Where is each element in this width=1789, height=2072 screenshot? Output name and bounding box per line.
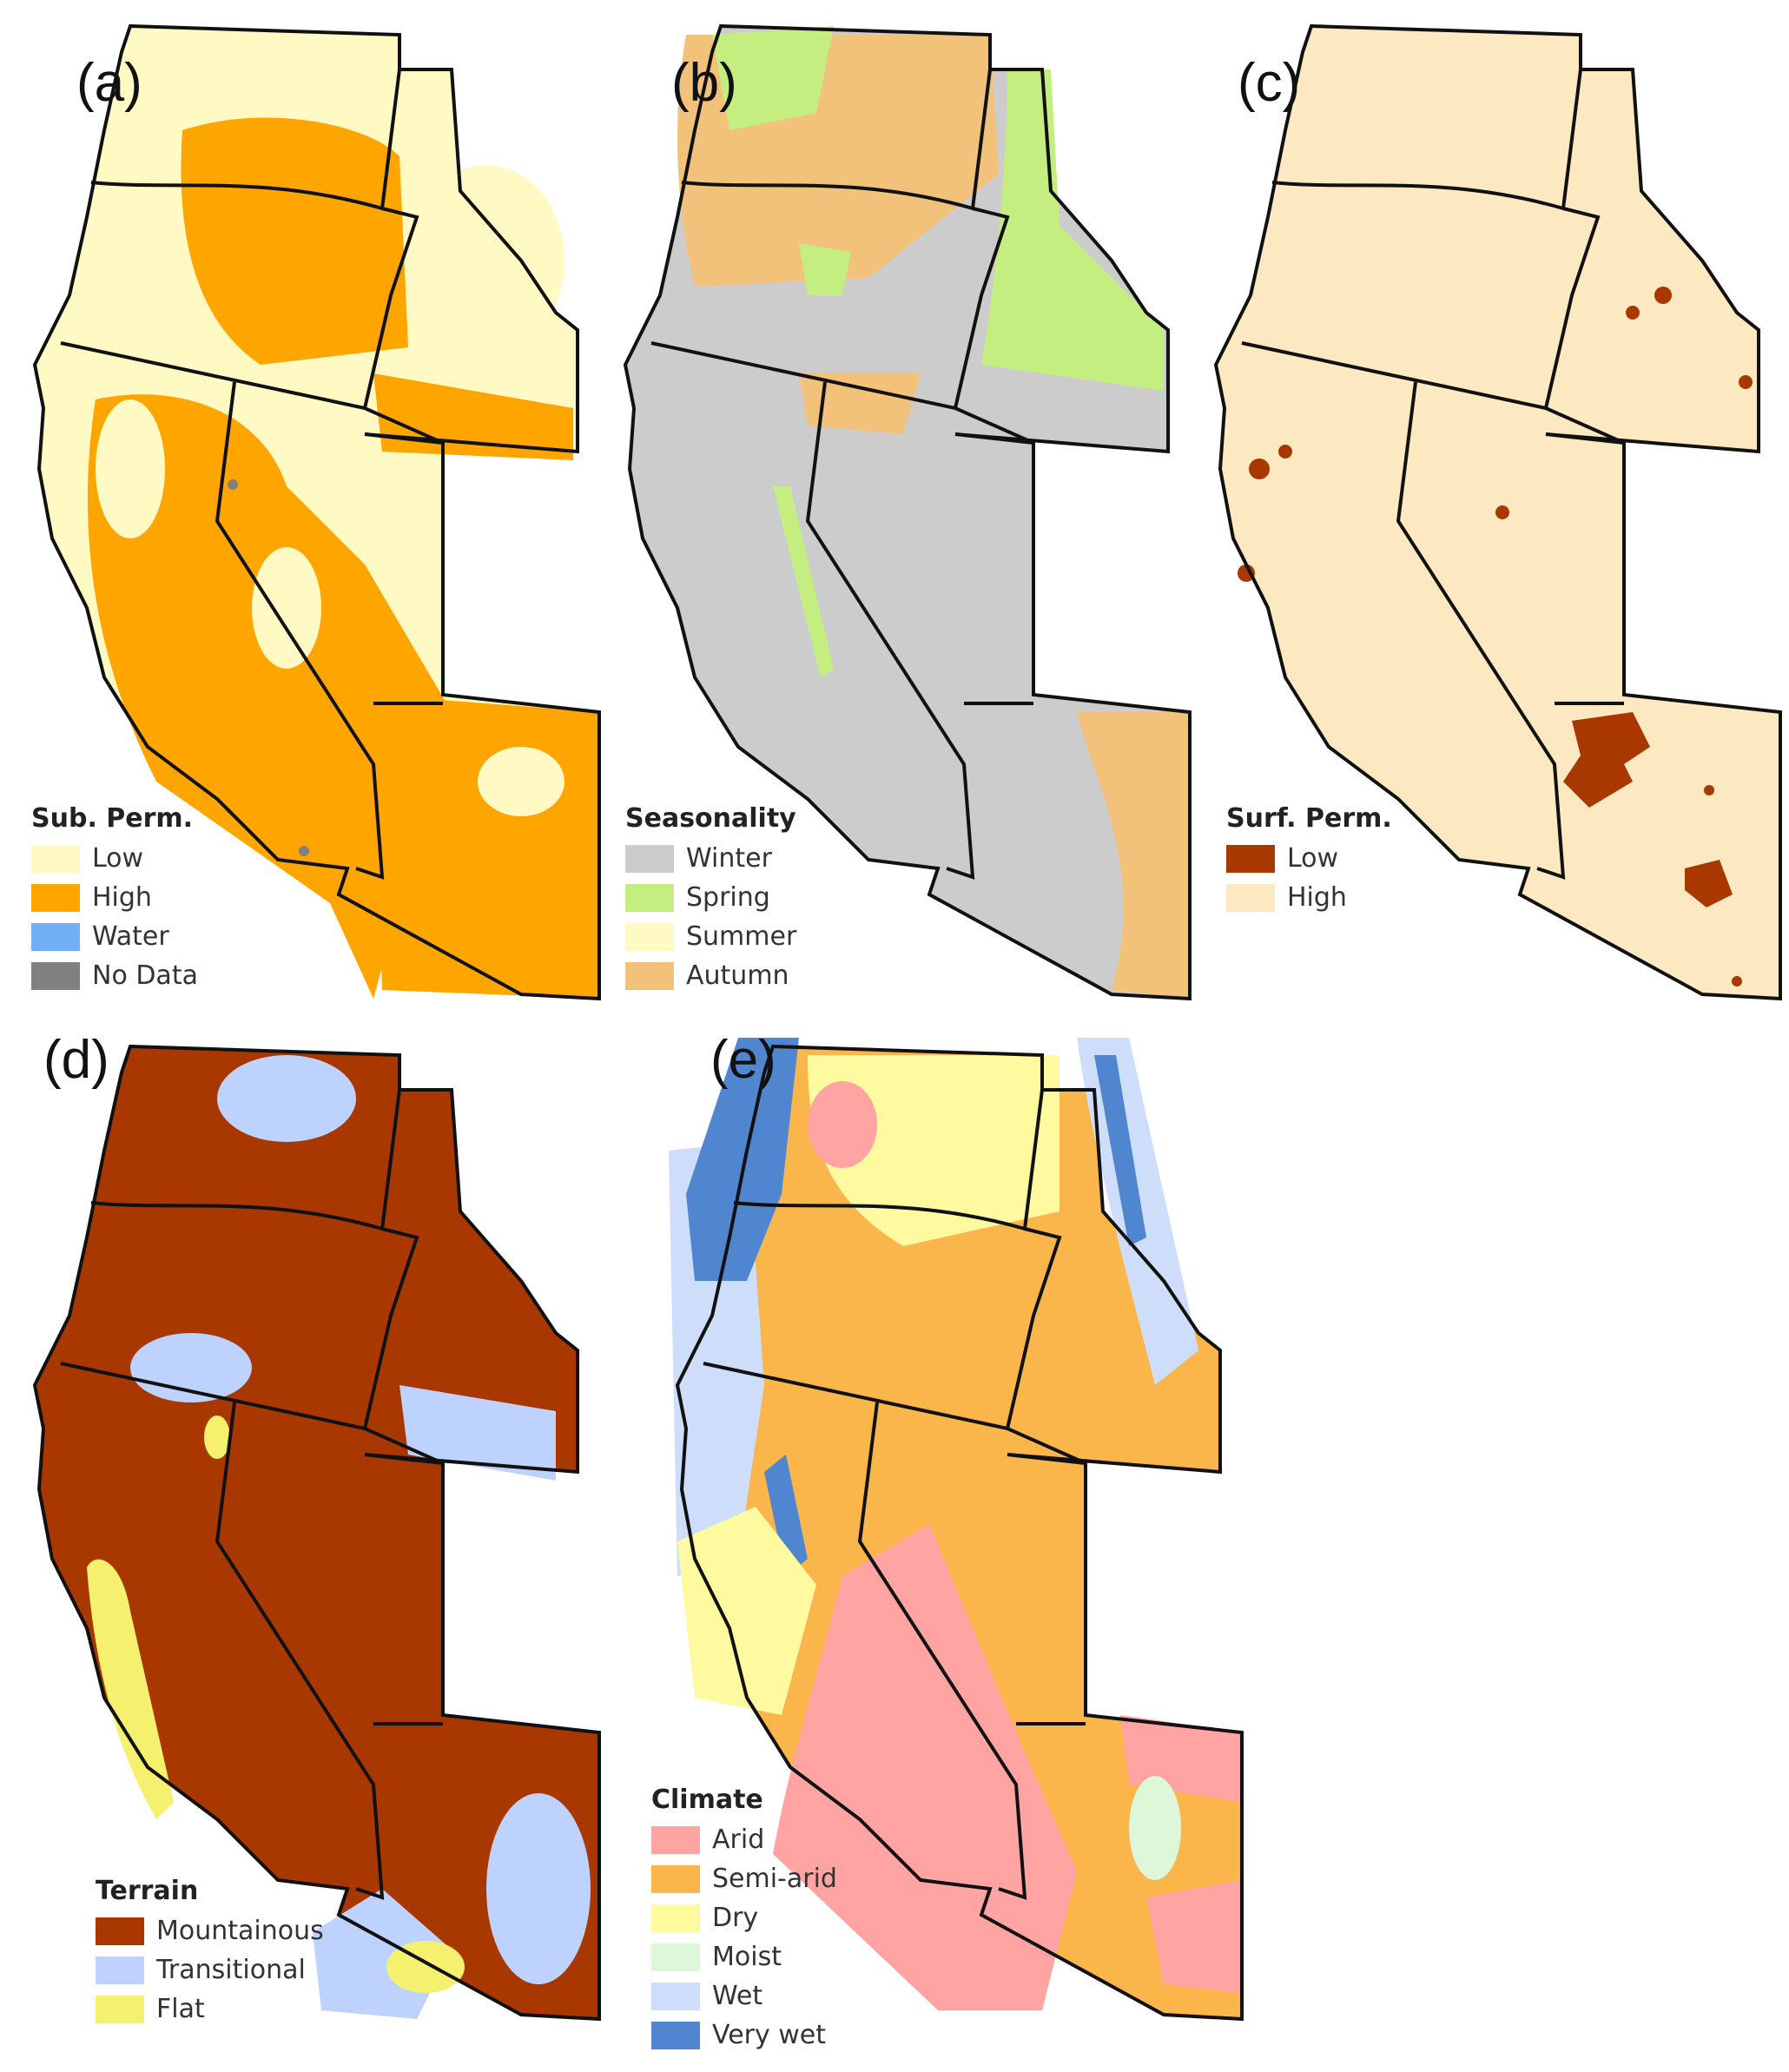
legend-label: High — [1287, 882, 1347, 913]
legend-swatch — [651, 1864, 700, 1893]
legend-item: Mountainous — [96, 1911, 324, 1950]
zones-verywet — [686, 1038, 1146, 1576]
panel-label: (d) — [43, 1030, 109, 1090]
zones-nodata — [228, 479, 309, 856]
legend-swatch — [625, 961, 674, 990]
panel-a: (a) Sub. Perm. Low High Water No Data — [0, 0, 608, 1016]
legend-label: Mountainous — [156, 1916, 324, 1946]
legend-label: Low — [92, 843, 144, 874]
legend-label: Moist — [712, 1942, 782, 1972]
panel-label: (c) — [1238, 53, 1301, 113]
legend: Surf. Perm. Low High — [1226, 803, 1392, 917]
legend-label: Water — [92, 921, 169, 952]
legend-swatch — [96, 1917, 144, 1945]
legend-swatch — [31, 844, 80, 873]
panel-label: (a) — [76, 53, 142, 113]
legend-item: Dry — [651, 1898, 837, 1937]
map-c — [1214, 24, 1782, 1000]
legend-item: Wet — [651, 1976, 837, 2016]
legend-swatch — [31, 922, 80, 951]
legend-swatch — [625, 883, 674, 912]
legend-title: Terrain — [96, 1876, 199, 1906]
legend-swatch — [625, 922, 674, 951]
legend-items: Low High Water No Data — [31, 839, 198, 995]
legend-swatch — [651, 1943, 700, 1971]
panel-c: (c) Surf. Perm. Low High — [1181, 0, 1789, 1016]
legend-swatch — [651, 1982, 700, 2010]
legend-label: Arid — [712, 1825, 765, 1855]
legend-swatch — [31, 961, 80, 990]
legend-item: Winter — [625, 839, 796, 878]
map-a — [33, 24, 601, 1000]
legend-item: Flat — [96, 1990, 324, 2029]
panel-label: (b) — [671, 53, 737, 113]
legend-item: Transitional — [96, 1950, 324, 1990]
legend-label: Dry — [712, 1903, 759, 1933]
legend-label: Winter — [686, 843, 772, 874]
legend-label: Wet — [712, 1981, 763, 2011]
panel-b: (b) Seasonality Winter Spring Summer Autumn — [591, 0, 1198, 1016]
zones-flat — [87, 1415, 465, 1993]
legend-item: Low — [1226, 839, 1392, 878]
legend-label: Flat — [156, 1994, 205, 2024]
legend-swatch — [96, 1995, 144, 2023]
legend-item: Water — [31, 917, 198, 956]
legend-item: Arid — [651, 1820, 837, 1859]
legend-item: Autumn — [625, 956, 796, 995]
legend-item: Summer — [625, 917, 796, 956]
legend-items: Mountainous Transitional Flat — [96, 1911, 324, 2029]
legend-label: Transitional — [156, 1955, 306, 1985]
panel-d: (d) Terrain Mountainous Transitional Flat — [0, 1020, 608, 2071]
legend-swatch — [1226, 883, 1275, 912]
legend-item: Semi-arid — [651, 1859, 837, 1898]
panel-e: (e) Climate Arid Semi-arid Dry Moist Wet Very… — [643, 1020, 1251, 2071]
legend-label: Semi-arid — [712, 1864, 837, 1894]
legend: Seasonality Winter Spring Summer Autumn — [625, 803, 796, 995]
map-b — [624, 24, 1192, 1000]
legend-item: Low — [31, 839, 198, 878]
legend-title: Sub. Perm. — [31, 803, 194, 834]
legend-item: High — [31, 878, 198, 917]
legend-swatch — [31, 883, 80, 912]
legend-label: Autumn — [686, 960, 789, 991]
zones-low — [96, 165, 564, 816]
legend: Climate Arid Semi-arid Dry Moist Wet Very wet — [651, 1785, 837, 2055]
zones-high — [87, 117, 599, 999]
legend-label: No Data — [92, 960, 198, 991]
legend-swatch — [651, 2021, 700, 2049]
legend-swatch — [96, 1956, 144, 1984]
legend-swatch — [625, 844, 674, 873]
legend-swatch — [651, 1825, 700, 1854]
legend-label: High — [92, 882, 152, 913]
legend-swatch — [1226, 844, 1275, 873]
legend-label: Very wet — [712, 2020, 827, 2050]
legend-item: High — [1226, 878, 1392, 917]
legend-swatch — [651, 1904, 700, 1932]
legend: Terrain Mountainous Transitional Flat — [96, 1876, 324, 2029]
legend-item: Spring — [625, 878, 796, 917]
panel-label: (e) — [710, 1030, 776, 1090]
zones-spring — [712, 26, 1164, 677]
legend-item: No Data — [31, 956, 198, 995]
map-e — [669, 1038, 1244, 2021]
zones-low — [1238, 287, 1753, 987]
legend-item: Moist — [651, 1937, 837, 1976]
legend-label: Summer — [686, 921, 797, 952]
legend-label: Low — [1287, 843, 1339, 874]
legend-items: Low High — [1226, 839, 1392, 917]
map-d — [33, 1045, 601, 2021]
legend-title: Climate — [651, 1785, 763, 1815]
legend-title: Seasonality — [625, 803, 796, 834]
legend-items: Winter Spring Summer Autumn — [625, 839, 796, 995]
legend: Sub. Perm. Low High Water No Data — [31, 803, 198, 995]
zones-moist — [1129, 1776, 1181, 1880]
legend-label: Spring — [686, 882, 770, 913]
legend-items: Arid Semi-arid Dry Moist Wet Very wet — [651, 1820, 837, 2055]
legend-title: Surf. Perm. — [1226, 803, 1392, 834]
legend-item: Very wet — [651, 2016, 837, 2055]
